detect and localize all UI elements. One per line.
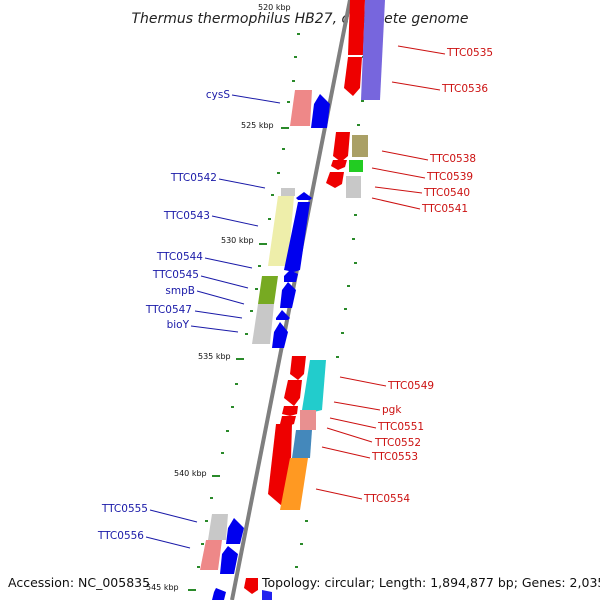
- gene-bottom-blue2-shape[interactable]: [262, 590, 272, 600]
- gene-bioY-shape[interactable]: [272, 322, 288, 348]
- gene-ttc0551-shape[interactable]: [282, 406, 298, 416]
- label-ttc0551[interactable]: TTC0551: [377, 421, 424, 433]
- label-ttc0539[interactable]: TTC0539: [426, 171, 473, 183]
- scale-label-535kbp: 535 kbp: [198, 352, 231, 361]
- label-ttc0547[interactable]: TTC0547: [145, 304, 192, 316]
- label-ttc0543[interactable]: TTC0543: [163, 210, 210, 222]
- gene-ttc0555-shape[interactable]: [208, 514, 228, 540]
- label-ttc0541[interactable]: TTC0541: [421, 203, 468, 215]
- scale-label-520kbp: 520 kbp: [258, 3, 291, 12]
- gene-ttc0538b-shape[interactable]: [352, 135, 368, 157]
- scale-label-525kbp: 525 kbp: [241, 121, 274, 130]
- gene-ttc0538-shape[interactable]: [333, 132, 350, 162]
- gene-ttc0535-shape[interactable]: [348, 0, 365, 55]
- label-pgk[interactable]: pgk: [382, 404, 402, 416]
- gene-smpB-shape[interactable]: [280, 282, 296, 308]
- left-labels: [145, 94, 281, 549]
- gene-ttc0556-shape[interactable]: [200, 540, 222, 570]
- accession-text: Accession: NC_005835: [8, 575, 150, 590]
- label-ttc0536[interactable]: TTC0536: [441, 83, 488, 95]
- label-ttc0545[interactable]: TTC0545: [152, 269, 199, 281]
- gene-ttc0543-blue-shape[interactable]: [284, 202, 310, 272]
- label-bioY[interactable]: bioY: [167, 319, 190, 331]
- label-ttc0538[interactable]: TTC0538: [429, 153, 476, 165]
- label-smpB[interactable]: smpB: [165, 285, 195, 297]
- right-labels: [315, 45, 446, 500]
- map-title: Thermus thermophilus HB27, complete geno…: [131, 11, 468, 27]
- label-ttc0554[interactable]: TTC0554: [363, 493, 410, 505]
- scale-dots: [197, 33, 365, 568]
- gene-bottom-blue-shape[interactable]: [212, 588, 226, 600]
- label-ttc0556[interactable]: TTC0556: [97, 530, 144, 542]
- label-ttc0552[interactable]: TTC0552: [374, 437, 421, 449]
- label-ttc0542[interactable]: TTC0542: [170, 172, 217, 184]
- left-strand-genes: [200, 90, 330, 600]
- scale-label-545kbp: 545 kbp: [146, 583, 179, 592]
- gene-ttc0541-shape[interactable]: [346, 176, 361, 198]
- label-ttc0555[interactable]: TTC0555: [101, 503, 148, 515]
- gene-cysS-blue-shape[interactable]: [311, 94, 330, 128]
- gene-ttc0540-shape[interactable]: [326, 172, 344, 188]
- gene-ttc0536-shape[interactable]: [361, 0, 385, 100]
- gene-ttc0535b-shape[interactable]: [344, 57, 362, 96]
- gene-ttc0539b-shape[interactable]: [349, 160, 363, 172]
- gene-ttc0539-shape[interactable]: [331, 160, 347, 170]
- gene-ttc0555-blue-shape[interactable]: [226, 518, 244, 544]
- label-ttc0544[interactable]: TTC0544: [156, 251, 203, 263]
- gene-ttc0542-shape[interactable]: [281, 188, 295, 196]
- gene-ttc0545-shape[interactable]: [258, 276, 278, 304]
- gene-ttc0554-shape[interactable]: [280, 458, 308, 510]
- scale-label-540kbp: 540 kbp: [174, 469, 207, 478]
- gene-ttc0547-shape[interactable]: [276, 310, 290, 320]
- gene-ttc0547b-shape[interactable]: [252, 304, 274, 344]
- gene-bottom-red-shape[interactable]: [244, 578, 258, 594]
- label-ttc0535[interactable]: TTC0535: [446, 47, 493, 59]
- gene-ttc0542-blue-shape[interactable]: [296, 192, 312, 200]
- summary-text: Topology: circular; Length: 1,894,877 bp…: [261, 575, 600, 590]
- label-cysS[interactable]: cysS: [206, 89, 230, 101]
- label-ttc0540[interactable]: TTC0540: [423, 187, 470, 199]
- gene-ttc0549-shape[interactable]: [290, 356, 306, 380]
- label-ttc0549[interactable]: TTC0549: [387, 380, 434, 392]
- gene-cysS-shape[interactable]: [290, 90, 312, 126]
- gene-ttc0549b-shape[interactable]: [302, 360, 326, 412]
- gene-ttc0553-shape[interactable]: [292, 430, 312, 458]
- major-ticks: [188, 127, 289, 591]
- gene-pgk-shape[interactable]: [284, 380, 302, 406]
- right-strand-genes: [244, 0, 385, 594]
- gene-ttc0543-shape[interactable]: [268, 196, 294, 266]
- scale-label-530kbp: 530 kbp: [221, 236, 254, 245]
- label-ttc0553[interactable]: TTC0553: [371, 451, 418, 463]
- gene-ttc0551b-shape[interactable]: [300, 410, 316, 430]
- gene-ttc0544-shape[interactable]: [284, 270, 298, 282]
- gene-ttc0552-shape[interactable]: [280, 416, 296, 426]
- gene-ttc0556-blue-shape[interactable]: [220, 546, 238, 574]
